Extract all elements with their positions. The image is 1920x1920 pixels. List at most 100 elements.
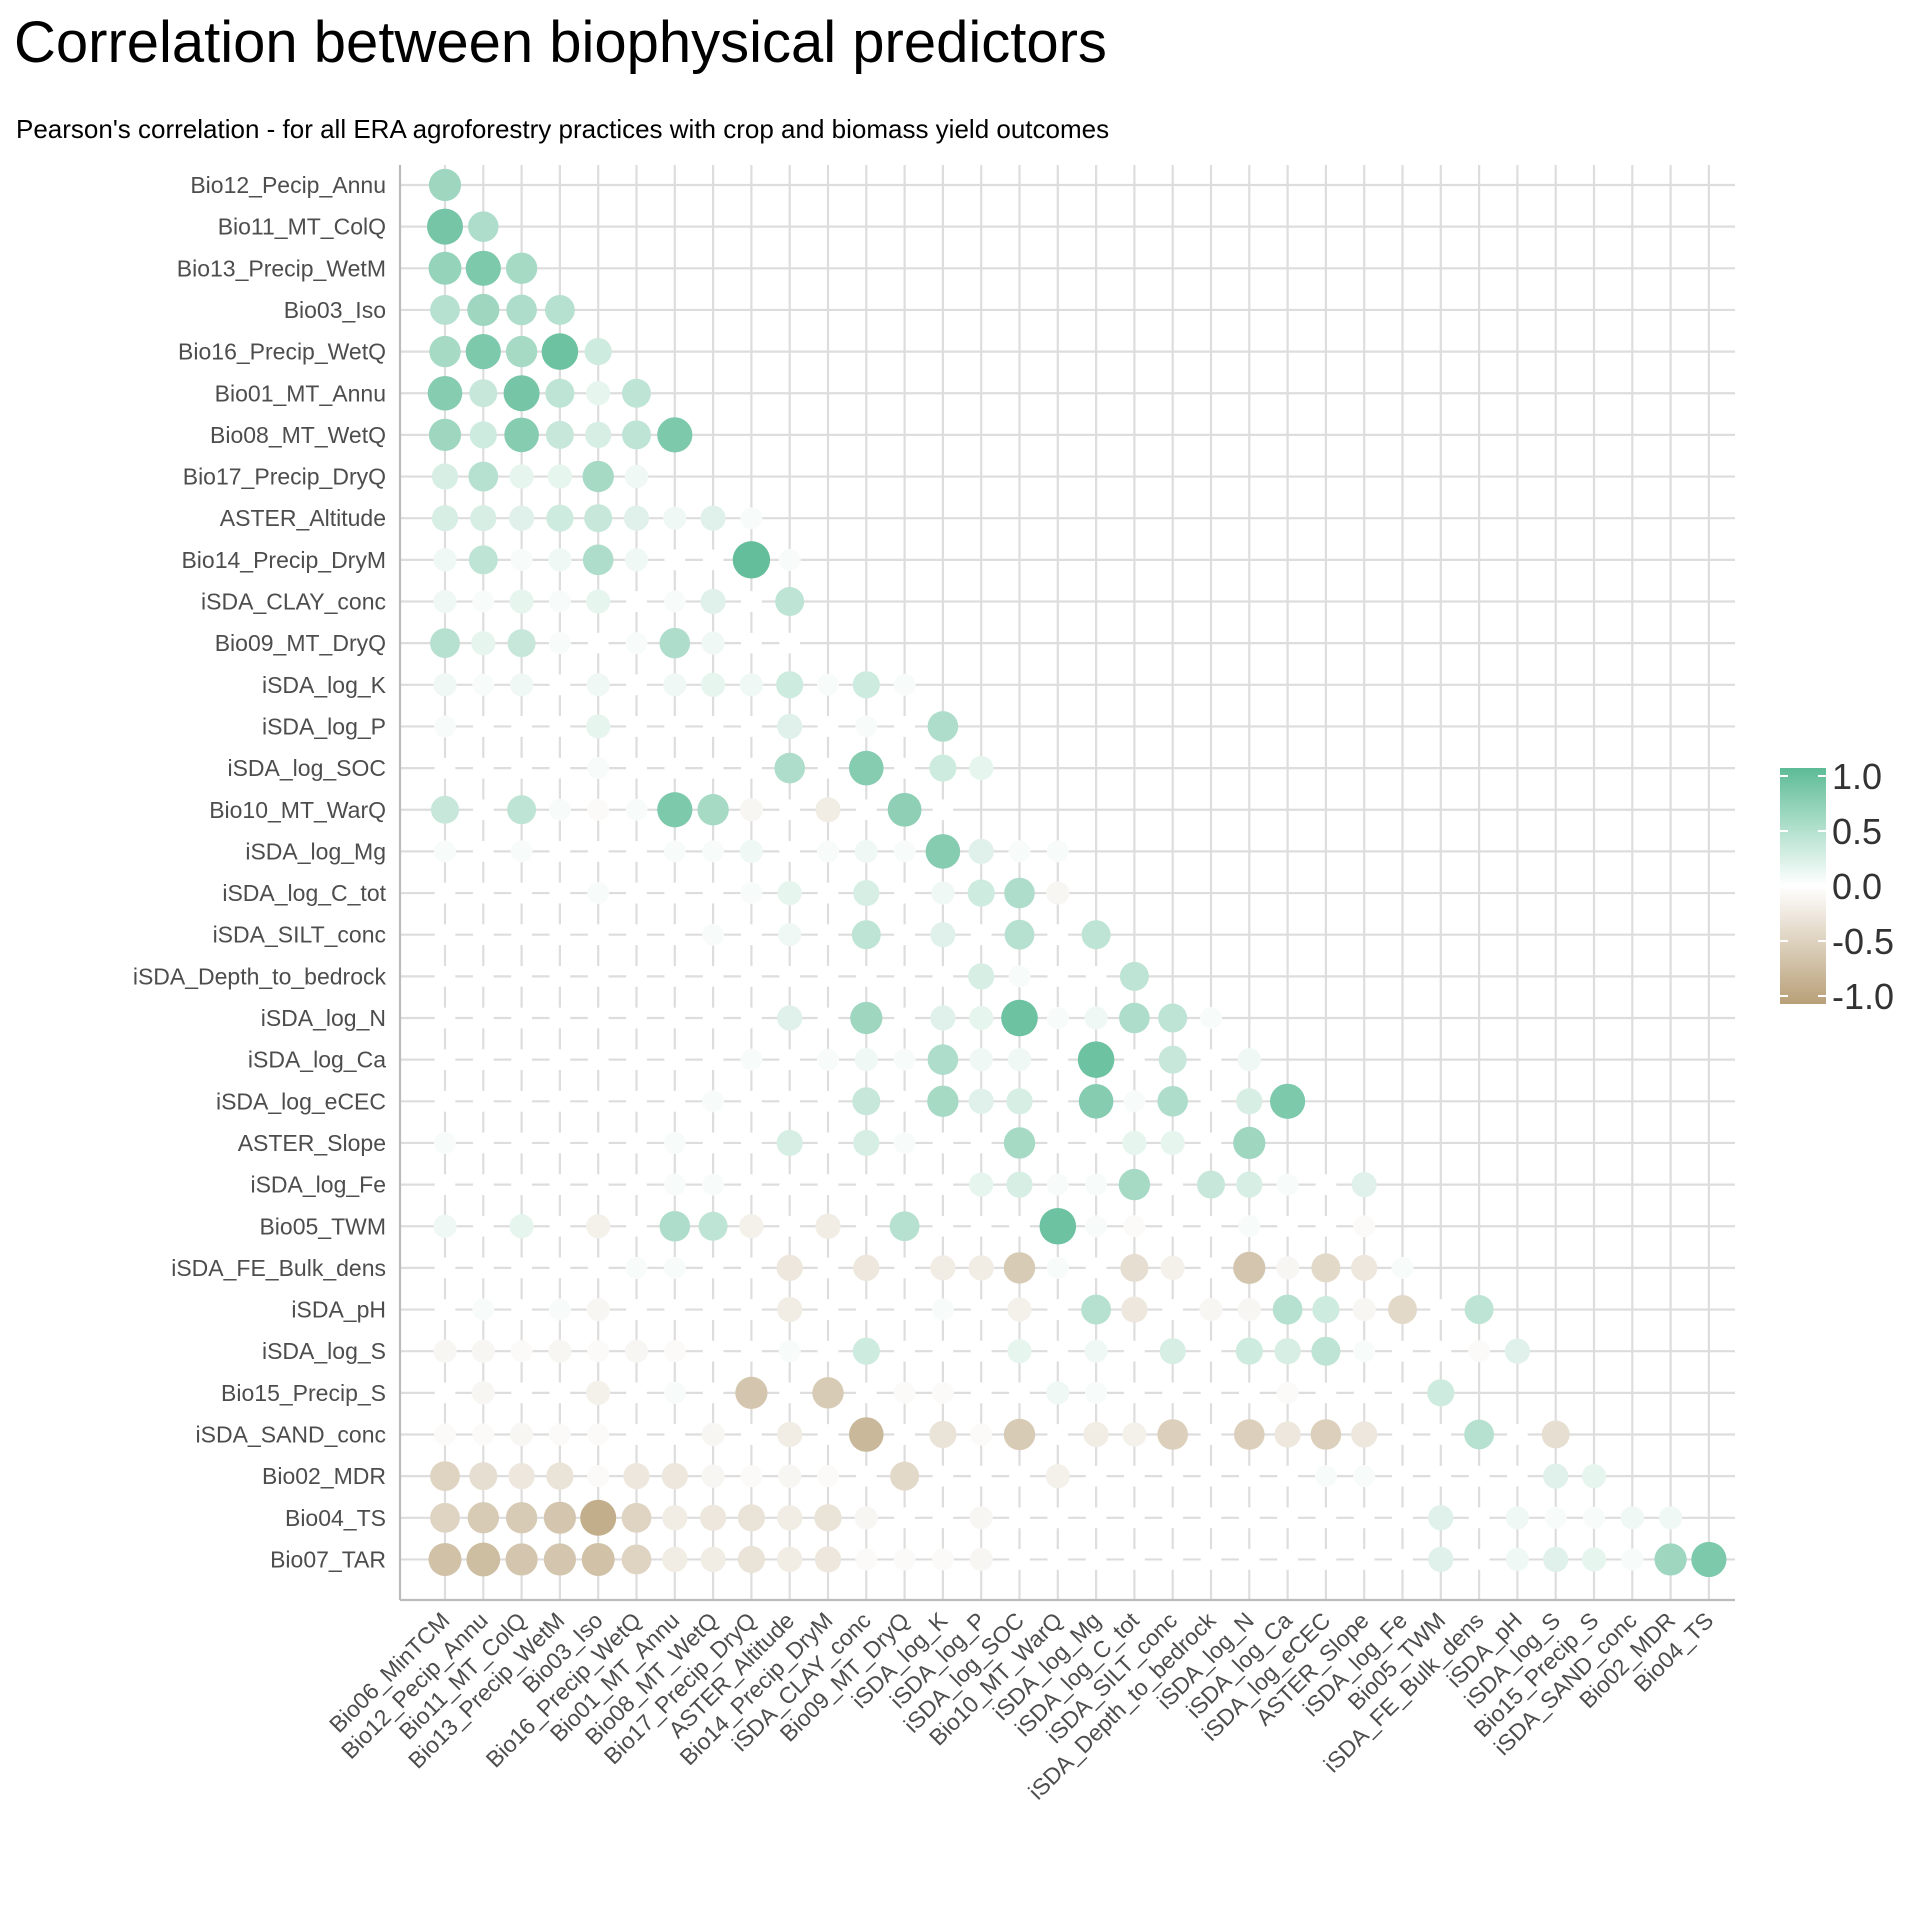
correlation-point — [1468, 1549, 1490, 1570]
correlation-point — [1162, 1215, 1184, 1237]
correlation-point — [467, 1502, 499, 1534]
correlation-point — [511, 1132, 532, 1154]
correlation-point — [779, 1174, 801, 1195]
correlation-point — [466, 1542, 501, 1577]
correlation-point — [428, 251, 462, 285]
correlation-point — [664, 1090, 686, 1112]
correlation-point — [701, 631, 725, 655]
correlation-point — [969, 756, 994, 781]
correlation-point — [1121, 1296, 1148, 1323]
correlation-point — [1046, 1173, 1069, 1196]
correlation-point — [626, 1007, 647, 1029]
correlation-point — [1085, 965, 1107, 987]
correlation-point — [626, 1215, 647, 1237]
correlation-point — [587, 798, 610, 821]
correlation-point — [511, 716, 532, 737]
correlation-point — [932, 965, 954, 987]
correlation-point — [1200, 1090, 1222, 1112]
correlation-point — [970, 924, 992, 946]
correlation-point — [925, 834, 961, 869]
correlation-point — [1120, 1253, 1149, 1282]
correlation-point — [702, 965, 724, 987]
correlation-point — [1007, 1048, 1032, 1072]
correlation-point — [1006, 1171, 1033, 1198]
y-tick-label: iSDA_log_N — [261, 1005, 386, 1031]
correlation-point — [549, 1007, 571, 1029]
correlation-point — [1158, 1003, 1188, 1033]
correlation-point — [932, 1132, 954, 1154]
correlation-point — [549, 716, 571, 737]
correlation-point — [970, 1382, 992, 1404]
correlation-point — [851, 920, 881, 950]
correlation-point — [855, 1299, 877, 1320]
correlation-point — [1200, 1007, 1222, 1029]
correlation-point — [664, 965, 686, 987]
y-tick-label: Bio15_Precip_S — [221, 1380, 386, 1406]
correlation-point — [1197, 1170, 1225, 1199]
correlation-point — [582, 460, 614, 493]
correlation-point — [661, 1463, 688, 1490]
correlation-point — [702, 1173, 725, 1196]
correlation-point — [663, 1256, 686, 1279]
correlation-point — [1199, 1297, 1223, 1322]
correlation-point — [1352, 1297, 1376, 1322]
correlation-point — [1351, 1421, 1378, 1448]
correlation-point — [929, 1420, 957, 1449]
correlation-point — [779, 965, 801, 987]
correlation-point — [1544, 1506, 1567, 1529]
axes — [398, 165, 1735, 1602]
correlation-point — [1124, 1049, 1145, 1071]
correlation-point — [472, 882, 494, 904]
correlation-point — [779, 799, 801, 821]
y-tick-label: Bio17_Precip_DryQ — [183, 464, 386, 490]
correlation-point — [504, 417, 539, 453]
correlation-point — [1464, 1419, 1494, 1450]
correlation-point — [1007, 1297, 1032, 1322]
correlation-point — [1047, 965, 1069, 987]
correlation-point — [852, 671, 880, 699]
correlation-point — [626, 924, 647, 946]
correlation-point — [543, 1543, 577, 1576]
correlation-point — [1009, 1215, 1030, 1237]
correlation-point — [1236, 1088, 1263, 1115]
correlation-point — [853, 879, 880, 907]
correlation-point — [1123, 1215, 1146, 1238]
correlation-point — [817, 673, 839, 696]
correlation-point — [1047, 1299, 1069, 1320]
correlation-point — [700, 505, 726, 531]
y-tick-label: Bio09_MT_DryQ — [215, 630, 386, 656]
legend-tick-label: 0.0 — [1832, 866, 1882, 907]
correlation-point — [855, 1174, 877, 1195]
correlation-point — [586, 381, 611, 406]
correlation-point — [434, 1382, 456, 1404]
correlation-point — [817, 1299, 839, 1320]
correlation-point — [970, 1340, 992, 1362]
correlation-point — [817, 882, 839, 904]
correlation-point — [930, 1005, 956, 1031]
correlation-point — [779, 1215, 801, 1237]
correlation-point — [434, 1049, 456, 1071]
correlation-point — [587, 882, 610, 905]
correlation-point — [430, 1461, 460, 1492]
correlation-point — [739, 1214, 764, 1239]
correlation-point — [702, 549, 724, 571]
correlation-point — [549, 1090, 571, 1112]
correlation-point — [1200, 1424, 1222, 1445]
correlation-point — [1315, 1215, 1337, 1237]
correlation-point — [511, 1007, 532, 1029]
correlation-point — [434, 882, 456, 904]
correlation-point — [849, 1417, 884, 1452]
correlation-point — [1081, 1294, 1111, 1325]
correlation-point — [894, 716, 915, 737]
correlation-point — [663, 590, 686, 613]
correlation-point — [814, 1504, 842, 1532]
correlation-point — [777, 1505, 803, 1531]
correlation-point — [893, 1548, 916, 1571]
correlation-point — [587, 1257, 609, 1279]
y-tick-label: iSDA_log_K — [262, 672, 387, 698]
correlation-point — [626, 1424, 647, 1445]
correlation-point — [585, 421, 612, 448]
correlation-point — [1162, 1549, 1184, 1570]
correlation-point — [815, 1213, 841, 1239]
